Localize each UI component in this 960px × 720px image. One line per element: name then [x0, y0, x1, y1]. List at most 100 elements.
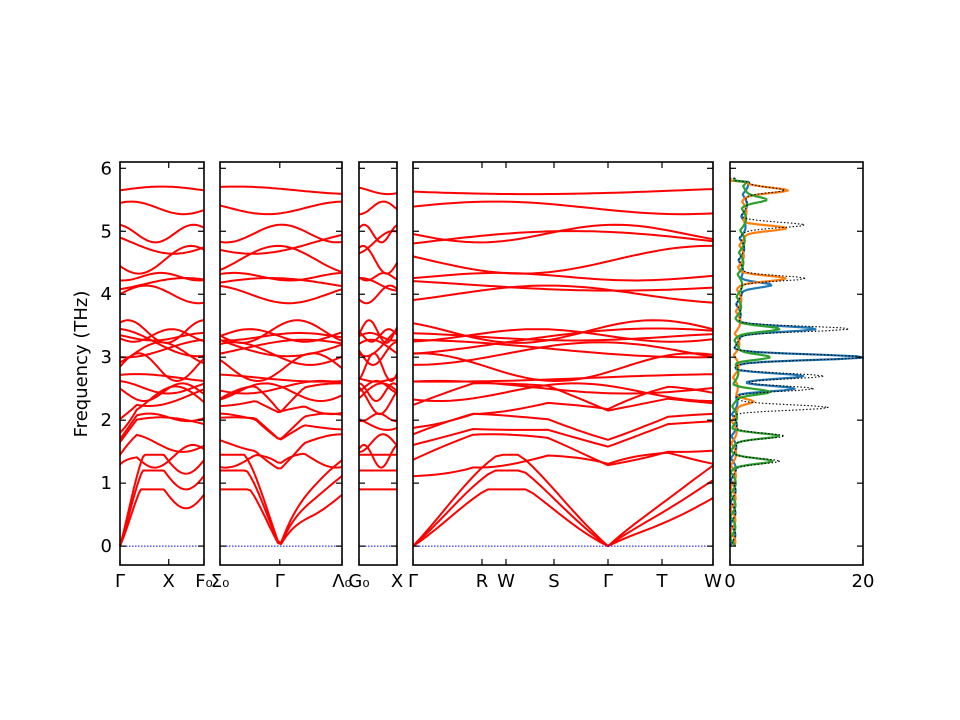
dos-panel: 0 20 — [724, 161, 875, 592]
band-line — [412, 200, 714, 216]
band-line — [119, 373, 205, 382]
band-line — [219, 277, 343, 288]
band-line — [412, 230, 714, 245]
band-line — [219, 244, 343, 273]
y-tick-label: 2 — [101, 410, 112, 431]
band-line — [219, 185, 343, 195]
band-line — [220, 331, 343, 342]
band-line — [358, 223, 398, 244]
band-line — [358, 186, 398, 196]
band-line — [412, 382, 714, 402]
x-tick-label: T — [656, 571, 669, 592]
band-panel-2: Σ₀ Γ Λ₀ — [211, 161, 352, 592]
band-line — [219, 271, 343, 282]
band-line — [219, 233, 343, 255]
y-tick-label: 0 — [101, 536, 112, 557]
band-line — [358, 329, 398, 358]
dos-frame — [729, 161, 864, 566]
band-line — [358, 352, 398, 382]
band-line — [219, 452, 343, 469]
x-tick-label: S — [548, 571, 559, 592]
band-line — [358, 418, 398, 431]
band-line — [358, 331, 398, 342]
x-tick-label: W — [704, 571, 722, 592]
panel-frame — [412, 161, 714, 566]
band-line — [412, 223, 714, 244]
band-line — [412, 412, 714, 441]
x-tick-label: Γ — [603, 571, 613, 592]
band-line — [412, 352, 714, 382]
x-tick-label: R — [476, 571, 489, 592]
band-line — [119, 271, 205, 282]
band-line — [358, 271, 398, 282]
x-tick-label: G₀ — [348, 571, 369, 592]
band-line — [119, 385, 205, 434]
x-tick-label: Γ — [408, 571, 418, 592]
band-line — [412, 420, 714, 448]
band-line — [119, 244, 205, 275]
band-line — [119, 382, 205, 402]
x-tick-label: Γ — [275, 571, 285, 592]
band-line — [119, 284, 205, 305]
x-tick-label: 20 — [852, 571, 875, 592]
band-line — [358, 338, 398, 355]
band-line — [412, 382, 714, 412]
band-line — [119, 338, 205, 359]
band-line — [219, 338, 343, 355]
band-line — [119, 200, 205, 216]
band-line — [119, 223, 205, 244]
band-line — [358, 443, 398, 469]
band-line — [119, 352, 205, 382]
band-line — [358, 230, 398, 255]
y-axis-label: Frequency (THz) — [71, 291, 92, 438]
x-tick-label: Γ — [115, 571, 125, 592]
band-line — [219, 433, 343, 470]
band-line — [358, 284, 398, 305]
y-tick-label: 6 — [101, 158, 112, 179]
acoustic-band-line — [220, 469, 343, 545]
band-line — [219, 285, 343, 305]
band-line — [358, 277, 398, 292]
band-line — [119, 433, 205, 456]
band-line — [412, 280, 714, 292]
band-panel-3: G₀ X — [348, 161, 403, 592]
band-line — [412, 284, 714, 304]
band-line — [358, 382, 398, 400]
acoustic-band-line — [119, 453, 205, 547]
y-tick-label: 3 — [101, 347, 112, 368]
band-line — [412, 244, 713, 275]
band-line — [119, 185, 205, 192]
acoustic-band-line — [119, 488, 205, 547]
band-line — [412, 328, 714, 343]
y-tick-label: 5 — [101, 221, 112, 242]
y-tick-label: 4 — [101, 284, 112, 305]
panel-frame — [119, 161, 205, 566]
band-line — [358, 200, 398, 216]
panel-frame — [358, 161, 398, 566]
band-line — [412, 271, 714, 282]
band-line — [412, 341, 714, 366]
band-line — [119, 328, 205, 343]
band-line — [358, 244, 398, 275]
band-line — [119, 443, 205, 469]
band-line — [358, 379, 398, 394]
band-line — [219, 416, 343, 441]
band-line — [358, 328, 398, 343]
band-line — [119, 277, 205, 291]
band-line — [412, 379, 714, 395]
band-panel-1: Γ X F₀ 0 1 2 3 4 5 6 — [101, 158, 213, 592]
x-tick-label: Σ₀ — [211, 571, 230, 592]
acoustic-band-line — [412, 453, 714, 548]
dos-total-line — [729, 177, 864, 547]
acoustic-band-line — [412, 469, 714, 548]
y-tick-label: 1 — [101, 473, 112, 494]
band-line — [219, 341, 343, 366]
x-tick-label: 0 — [724, 571, 735, 592]
dos-partial-line — [729, 177, 781, 547]
x-tick-label: W — [497, 571, 515, 592]
panel-frame — [219, 161, 343, 566]
band-line — [219, 339, 343, 358]
acoustic-band-line — [220, 488, 343, 546]
